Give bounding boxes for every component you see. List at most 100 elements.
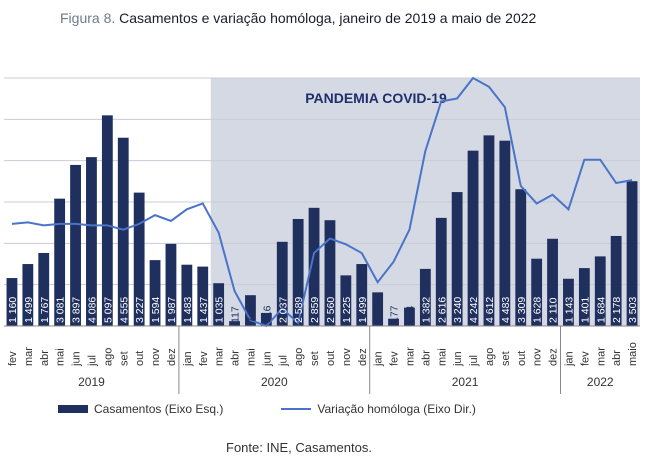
x-tick-label: set: [118, 351, 130, 366]
bar: [388, 318, 399, 326]
bar-data-label: 2 560: [325, 297, 337, 323]
bar: [133, 192, 145, 326]
bar: [181, 264, 193, 326]
x-tick-label: mar: [595, 347, 607, 366]
x-tick-label: mar: [23, 347, 35, 366]
year-label: 2019: [78, 375, 105, 389]
x-tick-label: nov: [150, 348, 162, 366]
bar: [594, 256, 606, 326]
bar-data-label: 1 437: [198, 297, 210, 323]
bar: [515, 189, 527, 326]
bar: [308, 207, 320, 326]
bar: [276, 241, 288, 326]
figure-title-text: Casamentos e variação homóloga, janeiro …: [119, 10, 537, 26]
x-tick-label: abr: [611, 350, 623, 366]
bar-data-label: 1 160: [7, 297, 19, 323]
x-tick-label: jul: [468, 355, 480, 367]
x-tick-label: fev: [198, 351, 210, 366]
bar: [340, 275, 352, 326]
bar: [245, 295, 256, 326]
x-tick-label: jan: [563, 351, 575, 367]
bar: [563, 278, 574, 326]
bar: [54, 198, 66, 326]
x-tick-label: jun: [71, 351, 83, 367]
legend-item-line: Variação homóloga (Eixo Dir.): [281, 402, 476, 416]
bar-data-label: 177: [389, 305, 401, 323]
bar-data-label: 1 401: [579, 297, 591, 323]
x-tick-label: jan: [182, 351, 194, 367]
bar-data-label: 3 240: [452, 297, 464, 323]
bar: [70, 164, 81, 326]
x-tick-label: fev: [389, 351, 401, 366]
x-tick-label: dez: [357, 348, 369, 366]
x-tick-label: jul: [277, 355, 289, 367]
x-tick-label: nov: [341, 348, 353, 366]
x-tick-label: mai: [55, 348, 67, 366]
bar-data-label: 814: [373, 305, 385, 323]
bar-data-label: 1 628: [532, 297, 544, 323]
x-tick-label: out: [134, 351, 146, 366]
bar-data-label: 117: [230, 306, 242, 323]
bar-data-label: 3 897: [71, 297, 83, 323]
bar: [324, 220, 336, 326]
bar: [6, 278, 18, 326]
legend-bars-label: Casamentos (Eixo Esq.): [94, 402, 224, 416]
bar-data-label: 4 086: [86, 297, 98, 323]
bar-data-label: 4 483: [500, 297, 512, 323]
x-tick-label: dez: [548, 348, 560, 366]
x-tick-label: ago: [293, 348, 305, 366]
year-label: 2020: [261, 375, 288, 389]
bar: [435, 217, 447, 326]
x-tick-label: mai: [436, 348, 448, 366]
bar: [149, 260, 161, 326]
bar-data-label: 2 037: [277, 297, 289, 323]
x-tick-label: nov: [532, 348, 544, 366]
bar-data-label: 2 616: [436, 297, 448, 323]
x-tick-label: jul: [86, 355, 98, 367]
bar-data-label: 3 309: [516, 297, 528, 323]
variation-line: [11, 76, 633, 328]
bar-data-label: 4 242: [468, 297, 480, 323]
legend-bar-swatch: [58, 405, 88, 413]
x-tick-label: mar: [404, 347, 416, 366]
bar-data-label: 2 859: [309, 297, 321, 323]
pandemic-annotation: PANDEMIA COVID-19: [305, 90, 447, 106]
bar: [483, 135, 495, 326]
bar: [292, 218, 304, 326]
bar: [356, 264, 368, 326]
x-tick-label: jun: [452, 351, 464, 367]
bar-data-label: 1 225: [341, 297, 353, 323]
x-tick-label: fev: [7, 351, 19, 366]
bar: [165, 243, 177, 326]
bar: [101, 115, 113, 326]
bar-data-label: 444: [404, 305, 416, 323]
bar: [626, 181, 638, 326]
x-tick-label: ago: [102, 348, 114, 366]
bar: [610, 235, 622, 326]
x-tick-label: maio: [627, 342, 639, 366]
bar-data-label: 1 382: [420, 297, 432, 323]
bar: [260, 312, 272, 326]
legend-line-label: Variação homóloga (Eixo Dir.): [317, 402, 476, 416]
bar-data-label: 3 081: [55, 297, 67, 323]
bar-data-label: 3 503: [627, 297, 639, 323]
x-tick-label: set: [500, 351, 512, 366]
bar: [213, 283, 225, 326]
x-tick-label: jan: [373, 351, 385, 367]
bar: [22, 264, 34, 326]
legend-item-bars: Casamentos (Eixo Esq.): [58, 402, 223, 416]
bar-data-label: 1 483: [182, 297, 194, 323]
x-tick-label: jun: [261, 351, 273, 367]
x-tick-label: set: [309, 351, 321, 366]
chart-title: Figura 8. Casamentos e variação homóloga…: [60, 10, 536, 26]
bar: [404, 307, 415, 326]
bar-data-label: 1 684: [595, 297, 607, 323]
bar: [197, 266, 209, 326]
year-label: 2021: [452, 375, 479, 389]
bar-data-label: 1 143: [563, 297, 575, 323]
bar-data-label: 3 227: [134, 297, 146, 323]
x-tick-label: mai: [245, 348, 257, 366]
bar-data-label: 745: [245, 305, 257, 323]
bar-data-label: 1 594: [150, 297, 162, 323]
bar-data-label: 2 178: [611, 297, 623, 323]
